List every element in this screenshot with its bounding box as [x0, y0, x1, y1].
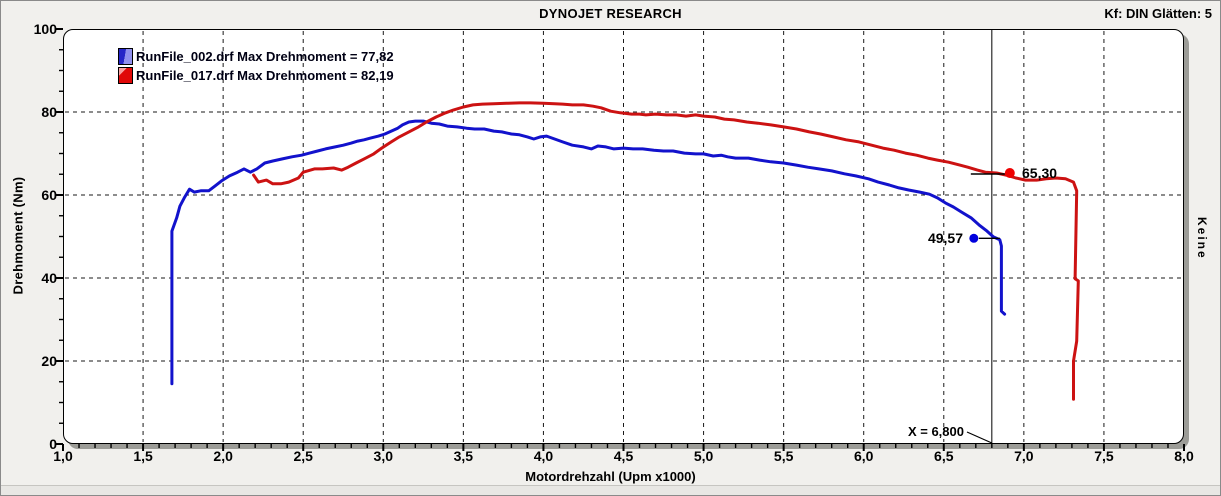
cursor-x-label: X = 6,800 [907, 424, 964, 439]
cursor-value-blue: 49,57 [927, 230, 963, 246]
y-axis-title: Drehmoment (Nm) [10, 176, 26, 295]
bottom-status-strip [1, 485, 1220, 495]
series-red-swatch-icon [118, 67, 133, 84]
cursor-value-red: 65,30 [1022, 165, 1058, 181]
x-tick-label: 5,5 [773, 448, 794, 464]
y-tick-label: 80 [41, 104, 57, 120]
right-axis-mode-label: Keine [1195, 217, 1209, 260]
x-tick-label: 8,0 [1174, 448, 1194, 464]
x-tick-label: 4,0 [533, 448, 554, 464]
x-tick-label: 5,0 [693, 448, 714, 464]
smoothing-settings-label: Kf: DIN Glätten: 5 [1104, 6, 1212, 21]
legend: RunFile_002.drf Max Drehmoment = 77,82 R… [118, 47, 394, 85]
y-tick-label: 40 [41, 270, 57, 286]
x-tick-label: 2,0 [213, 448, 233, 464]
legend-item-runfile-017[interactable]: RunFile_017.drf Max Drehmoment = 82,19 [118, 66, 394, 85]
series-blue-swatch-icon [118, 48, 133, 65]
legend-item-runfile-002[interactable]: RunFile_002.drf Max Drehmoment = 77,82 [118, 47, 394, 66]
x-tick-label: 1,5 [133, 448, 153, 464]
plot-area[interactable] [63, 29, 1184, 444]
legend-label: RunFile_002.drf Max Drehmoment = 77,82 [136, 49, 394, 64]
y-tick-label: 100 [33, 21, 57, 37]
x-tick-label: 3,0 [373, 448, 394, 464]
x-tick-label: 7,0 [1014, 448, 1034, 464]
x-tick-label: 3,5 [453, 448, 474, 464]
legend-label: RunFile_017.drf Max Drehmoment = 82,19 [136, 68, 394, 83]
y-tick-label: 60 [41, 187, 57, 203]
y-tick-label: 20 [41, 353, 57, 369]
x-tick-label: 4,5 [613, 448, 634, 464]
x-tick-label: 1,0 [53, 448, 73, 464]
x-axis-title: Motordrehzahl (Upm x1000) [525, 469, 696, 484]
page-title: DYNOJET RESEARCH [539, 6, 682, 21]
y-tick-label: 0 [49, 436, 57, 452]
x-tick-label: 2,5 [293, 448, 313, 464]
x-tick-label: 6,5 [934, 448, 954, 464]
x-tick-label: 7,5 [1094, 448, 1114, 464]
x-tick-label: 6,0 [853, 448, 874, 464]
